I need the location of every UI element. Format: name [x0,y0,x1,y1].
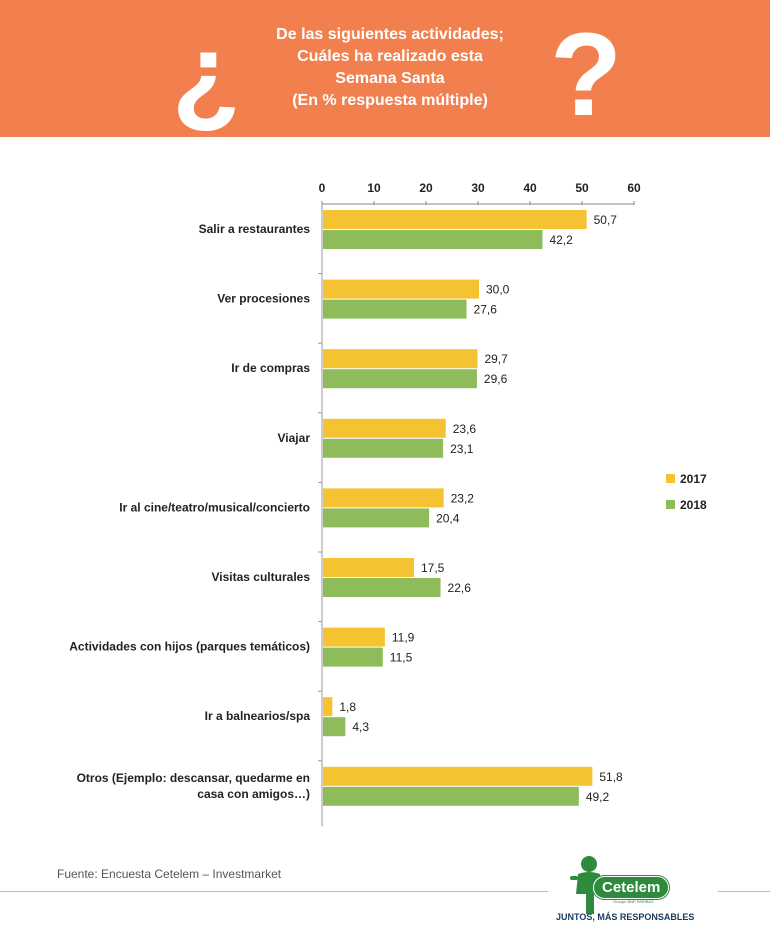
title-line-2: Cuáles ha realizado esta [297,48,483,65]
source-note: Fuente: Encuesta Cetelem – Investmarket [57,867,282,881]
bar-2018 [323,369,477,389]
category-label: Viajar [278,431,311,445]
title-line-4: (En % respuesta múltiple) [292,92,488,109]
bar-2017 [323,766,593,786]
legend-label-2018: 2018 [680,498,707,512]
data-label-2018: 11,5 [390,651,413,665]
data-label-2018: 20,4 [436,511,460,525]
category-label: casa con amigos…) [197,787,310,801]
footer-divider-right [718,891,770,892]
bar-2017 [323,488,444,508]
bar-2018 [323,786,579,806]
bar-2018 [323,578,441,597]
bar-2018 [323,647,383,667]
category-label: Salir a restaurantes [199,222,311,236]
data-label-2017: 17,5 [421,561,445,575]
bar-2017 [323,558,414,577]
data-label-2018: 4,3 [352,720,369,734]
data-label-2017: 1,8 [339,700,356,714]
legend-label-2017: 2017 [680,472,707,486]
data-label-2017: 51,8 [599,770,623,784]
data-label-2017: 29,7 [484,352,508,366]
bar-2017 [323,279,479,299]
bar-chart: 0 10 20 30 40 50 60 Salir a restaurantes 50,7 42,… [69,181,707,827]
bar-2018 [323,299,467,319]
x-tick-label: 50 [575,181,589,195]
category-label: Ir al cine/teatro/musical/concierto [119,500,310,514]
bar-2018 [323,508,430,528]
bar-2018 [323,230,543,249]
cetelem-logo: Cetelem Groupe BNP PARIBAS JUNTOS, MÁS R… [548,850,708,930]
bar-2017 [323,697,333,717]
data-label-2017: 11,9 [392,631,415,645]
category-label: Visitas culturales [212,570,311,584]
category-label: Actividades con hijos (parques temáticos… [69,640,310,654]
title-line-3: Semana Santa [335,70,445,87]
bar-2017 [323,210,587,229]
data-label-2018: 27,6 [474,303,498,317]
data-label-2018: 42,2 [549,233,573,247]
close-question-mark: ? [550,9,623,141]
data-label-2017: 50,7 [594,213,618,227]
category-label: Ir de compras [231,361,310,375]
data-label-2018: 29,6 [484,372,508,386]
logo-subtext: Groupe BNP PARIBAS [613,899,654,904]
x-tick-label: 40 [523,181,537,195]
chart-title: De las siguientes actividades; Cuáles ha… [235,24,545,112]
x-tick-label: 10 [367,181,381,195]
header-banner: ¿ De las siguientes actividades; Cuáles … [0,0,770,137]
bar-2017 [323,627,385,647]
bar-2017 [323,418,446,438]
x-tick-label: 20 [419,181,433,195]
x-tick-label: 0 [319,181,326,195]
legend-swatch-2018 [666,500,675,509]
x-tick-label: 30 [471,181,485,195]
category-label: Otros (Ejemplo: descansar, quedarme en [77,771,310,785]
data-label-2018: 23,1 [450,442,474,456]
data-label-2018: 22,6 [448,581,472,595]
x-tick-label: 60 [627,181,641,195]
data-label-2018: 49,2 [586,790,610,804]
title-line-1: De las siguientes actividades; [276,26,504,43]
data-label-2017: 23,2 [451,491,475,505]
bar-2018 [323,438,444,458]
logo-wordmark: Cetelem [593,876,670,899]
slogan: JUNTOS, MÁS RESPONSABLES [556,912,695,922]
legend-swatch-2017 [666,474,675,483]
footer-divider-left [0,891,548,892]
open-question-mark: ¿ [172,11,241,136]
data-label-2017: 23,6 [453,422,477,436]
bar-2018 [323,717,346,737]
category-label: Ver procesiones [217,292,310,306]
data-label-2017: 30,0 [486,283,510,297]
bar-2017 [323,349,478,369]
category-label: Ir a balnearios/spa [205,709,311,723]
